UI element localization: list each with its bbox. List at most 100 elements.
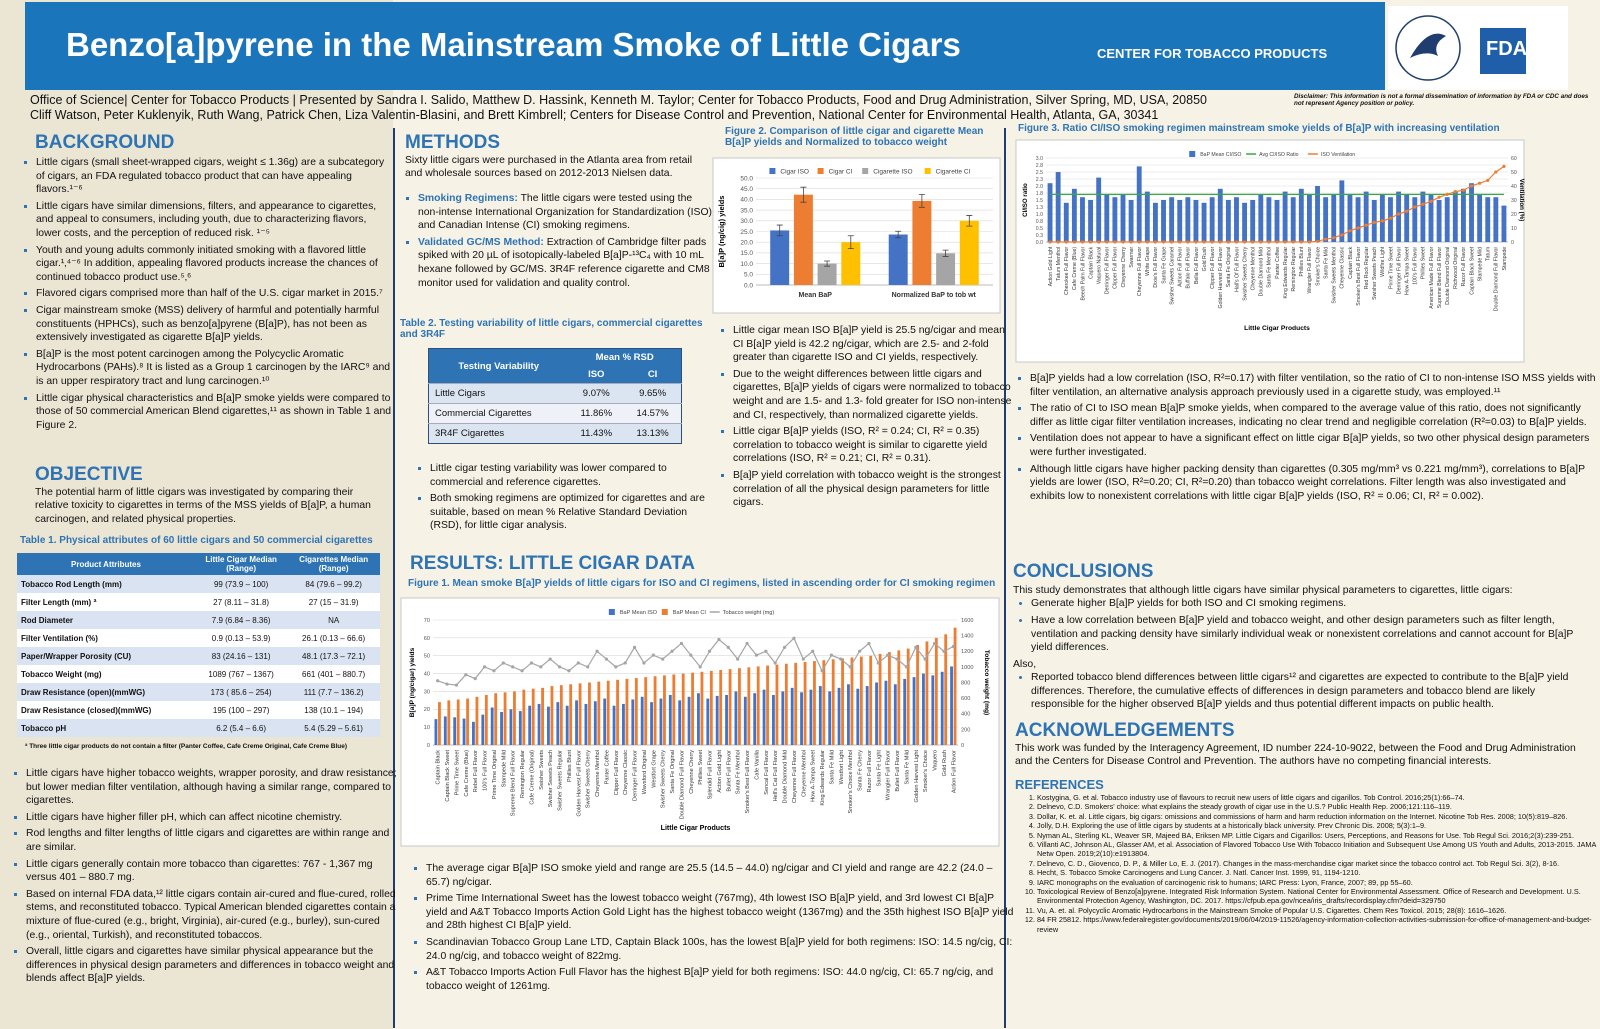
bar xyxy=(800,692,803,745)
methods-intro: Sixty little cigars were purchased in th… xyxy=(405,155,693,180)
line-marker xyxy=(482,665,487,669)
conclusions-also: Also, xyxy=(1013,658,1037,670)
legend-label: BaP Mean ISO xyxy=(620,610,658,616)
bullet-lead: Validated GC/MS Method: xyxy=(418,236,544,248)
tick-label: 0 xyxy=(1511,240,1514,246)
bar xyxy=(715,695,719,745)
bar xyxy=(1493,197,1499,242)
bullet-list: Generate higher B[a]P yields for both IS… xyxy=(1013,597,1588,654)
author-line: Office of Science| Center for Tobacco Pr… xyxy=(30,93,1207,107)
reference-list: Kostygina, G. et al. Tobacco industry us… xyxy=(1015,793,1600,934)
table-cell: Paper/Wrapper Porosity (CU) xyxy=(17,647,195,665)
bar xyxy=(743,696,747,745)
bar xyxy=(1420,191,1426,242)
tick-label: 0 xyxy=(961,743,964,749)
line-marker xyxy=(1340,233,1344,237)
table-cell: 5.4 (5.29 – 5.61) xyxy=(287,719,380,737)
bar xyxy=(753,693,757,745)
x-tick-label: Double Diamond Mild xyxy=(1259,247,1265,297)
x-tick-label: Swisher Sweets Regular xyxy=(558,750,564,811)
x-tick-label: Richwood Original xyxy=(1453,247,1459,289)
legend-swatch xyxy=(924,168,931,174)
bar xyxy=(859,656,863,745)
table-row: Paper/Wrapper Porosity (CU) 83 (24.16 – 1… xyxy=(17,647,380,665)
line-marker xyxy=(914,645,918,649)
authors: Office of Science| Center for Tobacco Pr… xyxy=(30,93,1207,123)
error-bar xyxy=(918,194,925,208)
bar xyxy=(443,716,447,745)
tick-label: 50 xyxy=(1511,170,1517,176)
bullet: Based on internal FDA data,¹² little cig… xyxy=(26,888,398,942)
line-marker xyxy=(1170,240,1174,244)
y2-axis-label: Ventilation (%) xyxy=(1518,179,1525,222)
bullet: Jolly, D.H. Exploring the use of little … xyxy=(1037,821,1600,830)
x-tick-label: Action Gold Light xyxy=(1048,246,1054,286)
x-tick-label: Cherokee Full Flavor xyxy=(1064,247,1070,295)
line-marker xyxy=(586,665,590,669)
bar xyxy=(709,670,713,745)
x-tick-label: Swisher Sweets xyxy=(539,750,545,790)
x-tick-label: Double Diamond Full Flavor xyxy=(1494,247,1500,312)
tick-label: 1.0 xyxy=(1036,212,1043,218)
bullet: Little cigars have similar dimensions, f… xyxy=(36,200,391,241)
x-tick-label: Santa Fe Light xyxy=(876,750,882,787)
bar xyxy=(466,698,469,745)
line-marker xyxy=(1469,184,1474,188)
x-tick-label: White Grape xyxy=(1145,247,1151,276)
line-marker xyxy=(904,665,909,669)
x-axis-label: Little Cigar Products xyxy=(661,824,731,832)
bar xyxy=(541,687,544,745)
line-marker xyxy=(651,653,655,657)
x-tick-label: Prime Time Original xyxy=(492,750,498,799)
line-marker xyxy=(1097,240,1101,244)
bar xyxy=(762,689,766,745)
bar xyxy=(1306,194,1312,242)
tick-label: 200 xyxy=(961,727,970,733)
x-tick-label: Action Gold Light xyxy=(717,750,723,793)
bullet: Due to the weight differences between li… xyxy=(733,368,1013,422)
x-tick-label: Cheyenne Classic xyxy=(1340,246,1346,288)
table-cell: 27 (15 – 31.9) xyxy=(287,593,380,611)
legend-label: Avg CI/ISO Ratio xyxy=(1259,152,1299,158)
bar xyxy=(1177,200,1183,242)
bullet: Overall, little cigars and cigarettes ha… xyxy=(26,945,398,986)
y-axis-label: B[a]P (ng/cig) yields xyxy=(717,196,726,268)
bar xyxy=(603,698,607,745)
x-tick-label: Beech Palm Full Flavor xyxy=(1080,247,1086,301)
tick-label: 30 xyxy=(1511,198,1517,204)
table-caption: Table 2. Testing variability of little c… xyxy=(400,318,703,340)
x-tick-label: How A-Tampa Sweet xyxy=(811,750,817,802)
tick-label: 20 xyxy=(1511,212,1517,218)
bar xyxy=(912,200,932,285)
tick-label: 1200 xyxy=(961,649,973,655)
bullet: The average cigar B[a]P ISO smoke yield … xyxy=(426,862,1016,889)
bar xyxy=(934,637,938,745)
bullet: A&T Tobacco Imports Action Full Flavor h… xyxy=(426,966,1016,993)
bar xyxy=(456,699,460,745)
tick-label: 1600 xyxy=(961,618,973,624)
bullet-list: Little cigar mean ISO B[a]P yield is 25.… xyxy=(715,324,1013,513)
center-name: CENTER FOR TOBACCO PRODUCTS xyxy=(1097,46,1328,61)
table-row: Tobacco Weight (mg) 1089 (767 – 1367) 661 … xyxy=(17,665,380,683)
line-marker xyxy=(1145,240,1149,244)
table-cell: 661 (401 – 880.7) xyxy=(287,665,380,683)
line-marker xyxy=(764,649,768,653)
line-marker xyxy=(1396,212,1401,216)
bar xyxy=(878,653,882,745)
x-tick-label: Double Diamond Mild xyxy=(783,750,789,803)
x-tick-label: Action Full Flavor xyxy=(951,750,957,793)
line-marker xyxy=(520,669,524,673)
line-marker xyxy=(707,649,712,653)
bar xyxy=(1274,200,1280,242)
x-tick-label: Phillies Sweet xyxy=(698,750,704,785)
bar xyxy=(1388,197,1393,242)
bar xyxy=(1452,191,1458,242)
y-axis-label: CI/ISO ratio xyxy=(1022,183,1029,217)
bar xyxy=(653,676,657,745)
x-tick-label: Bullet Full Flavor xyxy=(726,750,732,792)
x-tick-label: Wrangler Full Flavor xyxy=(1307,247,1313,294)
bar xyxy=(944,634,948,745)
line-marker xyxy=(1291,240,1295,244)
bar xyxy=(719,670,723,745)
